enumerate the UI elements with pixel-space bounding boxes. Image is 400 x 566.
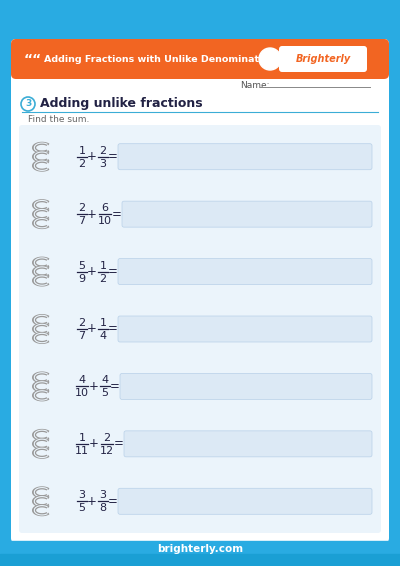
Text: 1: 1 bbox=[78, 433, 86, 443]
Text: 10: 10 bbox=[98, 216, 112, 226]
Text: +: + bbox=[87, 323, 97, 336]
Text: 8: 8 bbox=[100, 503, 106, 513]
Text: 5: 5 bbox=[78, 260, 86, 271]
Text: Name:: Name: bbox=[240, 82, 270, 91]
FancyBboxPatch shape bbox=[118, 316, 372, 342]
Text: Find the sum.: Find the sum. bbox=[28, 115, 89, 125]
Text: 2: 2 bbox=[78, 203, 86, 213]
Text: 1: 1 bbox=[78, 145, 86, 156]
Text: +: + bbox=[87, 208, 97, 221]
Text: 2: 2 bbox=[100, 145, 106, 156]
Text: +: + bbox=[89, 380, 99, 393]
Text: 1: 1 bbox=[100, 318, 106, 328]
Text: 3: 3 bbox=[25, 100, 31, 109]
FancyBboxPatch shape bbox=[279, 46, 367, 72]
Text: 4: 4 bbox=[78, 375, 86, 385]
FancyBboxPatch shape bbox=[11, 39, 389, 79]
Text: 2: 2 bbox=[78, 158, 86, 169]
Text: 3: 3 bbox=[100, 490, 106, 500]
Text: +: + bbox=[87, 265, 97, 278]
FancyBboxPatch shape bbox=[120, 374, 372, 400]
Text: =: = bbox=[114, 438, 124, 451]
Text: 5: 5 bbox=[102, 388, 108, 398]
Text: +: + bbox=[87, 150, 97, 163]
Text: 7: 7 bbox=[78, 331, 86, 341]
Text: 2: 2 bbox=[104, 433, 110, 443]
FancyBboxPatch shape bbox=[122, 201, 372, 227]
Text: 10: 10 bbox=[75, 388, 89, 398]
Text: 9: 9 bbox=[78, 273, 86, 284]
Text: Brighterly: Brighterly bbox=[295, 54, 351, 64]
FancyBboxPatch shape bbox=[118, 144, 372, 170]
Text: 2: 2 bbox=[100, 273, 106, 284]
Text: +: + bbox=[89, 438, 99, 451]
Text: 2: 2 bbox=[78, 318, 86, 328]
Bar bbox=[16, 59, 384, 74]
Text: 7: 7 bbox=[78, 216, 86, 226]
Text: 4: 4 bbox=[102, 375, 108, 385]
FancyBboxPatch shape bbox=[11, 39, 389, 543]
Text: 3: 3 bbox=[100, 158, 106, 169]
Text: 5: 5 bbox=[78, 503, 86, 513]
Text: 4: 4 bbox=[100, 331, 106, 341]
FancyBboxPatch shape bbox=[19, 125, 381, 533]
Text: =: = bbox=[108, 323, 118, 336]
Text: ““: ““ bbox=[24, 53, 42, 67]
Text: Adding Fractions with Unlike Denominators: Adding Fractions with Unlike Denominator… bbox=[44, 55, 276, 65]
Text: =: = bbox=[110, 380, 120, 393]
FancyBboxPatch shape bbox=[118, 488, 372, 514]
Text: =: = bbox=[108, 265, 118, 278]
Bar bbox=[0, 541, 400, 566]
Text: 6: 6 bbox=[102, 203, 108, 213]
Text: 12: 12 bbox=[100, 446, 114, 456]
Text: =: = bbox=[108, 150, 118, 163]
Text: 11: 11 bbox=[75, 446, 89, 456]
FancyBboxPatch shape bbox=[118, 259, 372, 285]
FancyBboxPatch shape bbox=[124, 431, 372, 457]
Text: =: = bbox=[112, 208, 122, 221]
Text: +: + bbox=[87, 495, 97, 508]
Text: brighterly.com: brighterly.com bbox=[157, 544, 243, 554]
Text: 1: 1 bbox=[100, 260, 106, 271]
Text: 3: 3 bbox=[78, 490, 86, 500]
Text: Adding unlike fractions: Adding unlike fractions bbox=[40, 97, 203, 110]
Bar bbox=[0, 554, 400, 566]
Text: =: = bbox=[108, 495, 118, 508]
Circle shape bbox=[21, 97, 35, 111]
Circle shape bbox=[259, 48, 281, 70]
